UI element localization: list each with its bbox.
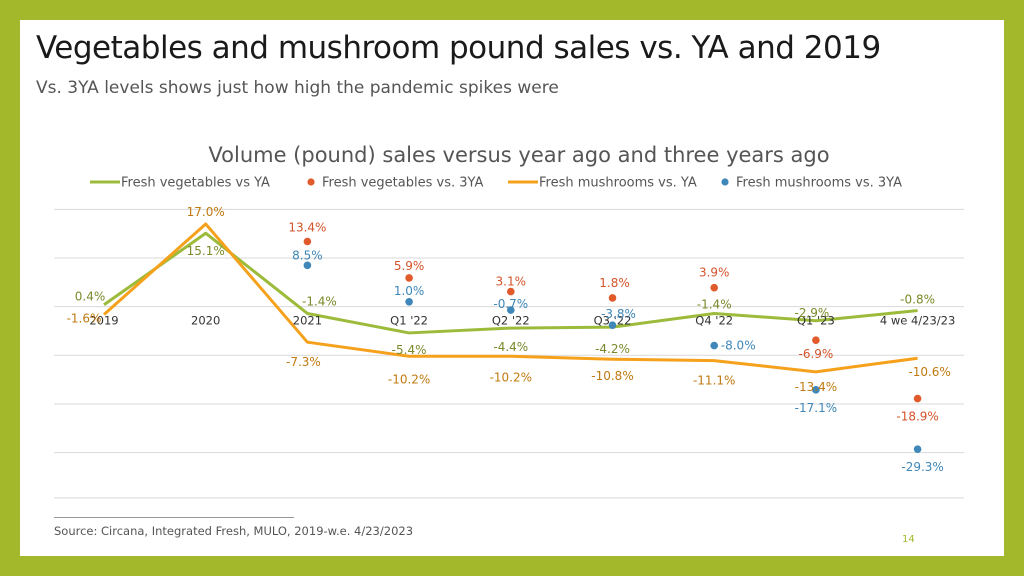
legend-entry-fresh-vegetables-vs-ya: Fresh vegetables vs YA [121,176,270,191]
data-label-fresh-vegetables-vs-3ya: -6.9% [798,347,833,361]
x-tick-label: Q1 '22 [390,314,428,328]
x-tick-label: Q4 '22 [695,314,733,328]
data-point-fresh-vegetables-vs-3ya [913,394,922,403]
data-label-fresh-mushrooms-vs-3ya: -3.8% [601,307,636,321]
source-note: Source: Circana, Integrated Fresh, MULO,… [54,524,414,538]
data-label-fresh-mushrooms-vs-ya: 17.0% [187,205,225,219]
slide-title: Vegetables and mushroom pound sales vs. … [36,30,881,66]
data-label-fresh-vegetables-vs-ya: 0.4% [75,290,106,304]
x-tick-label: 2020 [191,314,220,328]
data-point-fresh-mushrooms-vs-3ya [812,386,820,394]
data-point-fresh-vegetables-vs-3ya [812,336,820,345]
data-label-fresh-mushrooms-vs-ya: -1.6% [67,311,102,325]
page-number: 14 [902,534,915,545]
data-label-fresh-vegetables-vs-3ya: 3.9% [699,266,730,280]
data-point-fresh-mushrooms-vs-3ya [608,321,617,329]
data-label-fresh-vegetables-vs-3ya: 1.8% [599,276,630,290]
source-divider [54,517,294,518]
data-point-fresh-vegetables-vs-3ya [507,287,515,296]
data-label-fresh-vegetables-vs-ya: 15.1% [187,244,225,258]
series-line-fresh-vegetables-vs-ya [103,231,918,335]
legend-entry-fresh-mushrooms-vs-ya: Fresh mushrooms vs. YA [539,176,697,191]
slide-subtitle: Vs. 3YA levels shows just how high the p… [36,78,559,98]
data-label-fresh-vegetables-vs-3ya: 5.9% [394,259,425,273]
legend-entry-fresh-mushrooms-vs-3ya: Fresh mushrooms vs. 3YA [736,176,902,191]
data-label-fresh-vegetables-vs-3ya: 13.4% [288,221,326,235]
chart-title: Volume (pound) sales versus year ago and… [208,143,829,167]
x-tick-label: 2019 [89,314,118,328]
x-tick-label: Q3 '22 [594,314,632,328]
data-point-fresh-mushrooms-vs-3ya [303,261,312,270]
data-label-fresh-mushrooms-vs-3ya: -8.0% [721,339,756,353]
legend-swatch-fresh-mushrooms-vs-3ya [721,178,729,186]
slide: Vegetables and mushroom pound sales vs. … [20,20,1004,556]
series-line-fresh-mushrooms-vs-ya [103,222,918,374]
series-layer [103,222,922,453]
x-tick-label: Q1 '23 [797,314,835,328]
chart: Volume (pound) sales versus year ago and… [54,143,964,499]
data-label-fresh-mushrooms-vs-ya: -11.1% [693,374,735,388]
data-point-fresh-vegetables-vs-3ya [710,283,718,292]
data-label-fresh-mushrooms-vs-3ya: 8.5% [292,248,323,262]
x-tick-label: 4 we 4/23/23 [880,314,955,328]
legend-swatch-fresh-vegetables-vs-3ya [307,178,315,186]
data-label-fresh-mushrooms-vs-3ya: -29.3% [901,460,943,474]
data-label-fresh-vegetables-vs-ya: -4.4% [493,340,528,354]
data-point-fresh-vegetables-vs-3ya [405,274,413,282]
data-label-fresh-mushrooms-vs-ya: -7.3% [286,355,321,369]
data-label-fresh-mushrooms-vs-ya: -10.8% [591,369,633,383]
data-label-fresh-vegetables-vs-ya: -1.4% [302,294,337,308]
data-label-fresh-mushrooms-vs-ya: -13.4% [795,380,837,394]
data-label-fresh-vegetables-vs-ya: -4.2% [595,342,630,356]
data-labels: 0.4% 15.1% -1.4% -5.4% -4.4% -4.2% -1.4% -2.9% -… [67,205,951,474]
data-point-fresh-vegetables-vs-3ya [608,294,617,302]
data-point-fresh-mushrooms-vs-3ya [710,341,718,350]
data-point-fresh-vegetables-vs-3ya [303,237,312,246]
data-label-fresh-vegetables-vs-ya: -0.8% [900,293,935,307]
data-point-fresh-mushrooms-vs-3ya [507,306,515,314]
data-point-fresh-mushrooms-vs-3ya [913,445,922,453]
data-label-fresh-mushrooms-vs-ya: -10.2% [388,372,430,386]
data-label-fresh-vegetables-vs-ya: -2.9% [794,306,829,320]
data-label-fresh-mushrooms-vs-3ya: -17.1% [795,401,837,415]
x-tick-label: Q2 '22 [492,314,530,328]
data-label-fresh-vegetables-vs-ya: -1.4% [697,297,732,311]
data-label-fresh-vegetables-vs-ya: -5.4% [392,343,427,357]
data-label-fresh-mushrooms-vs-ya: -10.2% [490,370,532,384]
data-label-fresh-mushrooms-vs-3ya: 1.0% [394,284,425,298]
x-axis-tick-labels: 2019 2020 2021 Q1 '22 Q2 '22 Q3 '22 Q4 '22 Q1 '… [89,314,955,328]
legend: Fresh vegetables vs YA Fresh vegetables v… [90,176,902,191]
data-point-fresh-mushrooms-vs-3ya [405,298,413,306]
x-tick-label: 2021 [293,314,322,328]
legend-entry-fresh-vegetables-vs-3ya: Fresh vegetables vs. 3YA [322,176,483,191]
data-label-fresh-mushrooms-vs-3ya: -0.7% [493,297,528,311]
data-label-fresh-vegetables-vs-3ya: -18.9% [896,410,938,424]
data-label-fresh-vegetables-vs-3ya: 3.1% [496,275,527,289]
data-label-fresh-mushrooms-vs-ya: -10.6% [908,365,950,379]
